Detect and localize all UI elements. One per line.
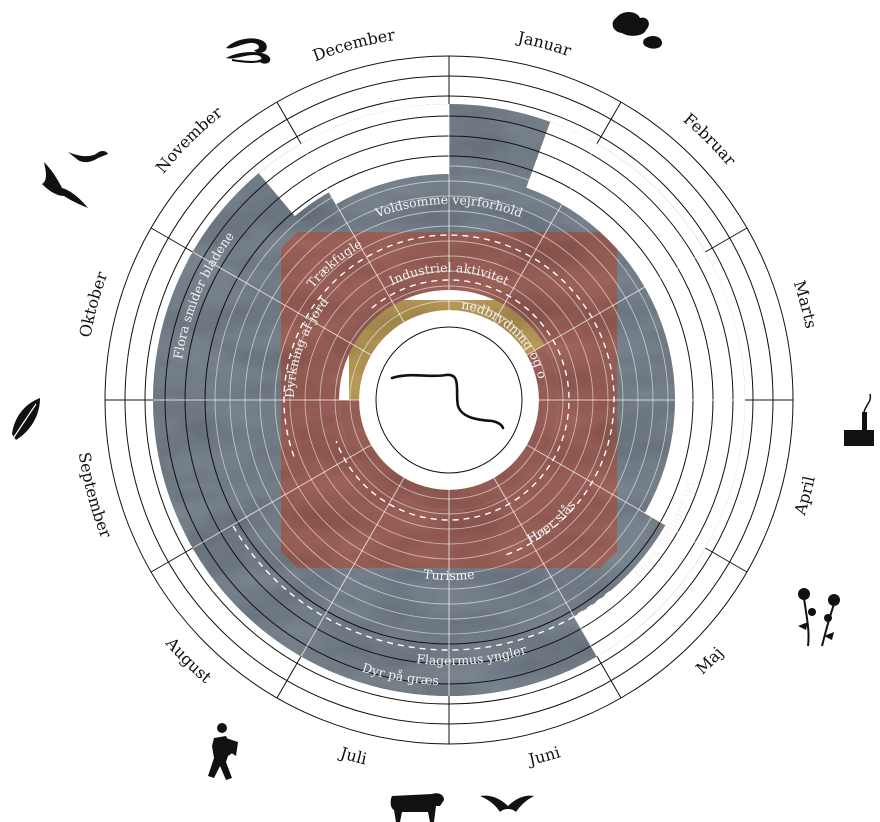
month-label-juni: Juni xyxy=(525,742,563,769)
hiker-icon xyxy=(208,723,238,780)
month-spoke xyxy=(511,436,706,549)
month-spoke xyxy=(300,143,413,338)
band xyxy=(339,345,560,510)
month-spoke xyxy=(150,227,193,253)
cycle-arrow xyxy=(283,234,615,556)
birds-icon xyxy=(42,151,108,208)
month-label-juli: Juli xyxy=(336,743,369,769)
month-spoke xyxy=(596,656,622,699)
wind-icon xyxy=(226,38,271,64)
month-label-januar: Januar xyxy=(514,27,574,60)
month-label-august: August xyxy=(161,633,215,687)
bat-icon xyxy=(480,795,534,812)
month-spoke xyxy=(511,251,706,364)
center-disc xyxy=(375,326,523,474)
month-spoke xyxy=(705,547,748,573)
storm-cloud-icon xyxy=(612,12,662,49)
month-spoke xyxy=(276,656,302,699)
month-label-september: September xyxy=(75,451,116,541)
month-label-april: April xyxy=(790,474,819,518)
cycle-dashes xyxy=(231,234,615,651)
month-spoke xyxy=(705,227,748,253)
band-empty xyxy=(301,104,449,205)
cow-icon xyxy=(390,793,444,822)
month-label-februar: Februar xyxy=(680,109,740,169)
month-label-maj: Maj xyxy=(692,643,727,678)
month-spoke xyxy=(150,547,193,573)
month-spoke xyxy=(485,143,598,338)
month-spoke xyxy=(192,436,387,549)
month-label-marts: Marts xyxy=(790,278,821,330)
month-label-oktober: Oktober xyxy=(76,269,112,339)
band-empty xyxy=(526,121,745,548)
month-spoke xyxy=(596,101,622,144)
flowers-icon xyxy=(798,588,840,647)
factory-icon xyxy=(844,393,874,446)
activity-label-turisme: Turisme xyxy=(423,566,476,583)
month-spoke xyxy=(192,251,387,364)
river-line xyxy=(390,373,505,430)
cycle-arrow xyxy=(335,279,570,521)
band-empty xyxy=(574,525,706,657)
month-spoke xyxy=(300,462,413,657)
band xyxy=(192,513,597,696)
month-label-december: December xyxy=(310,25,397,65)
month-spoke xyxy=(276,101,302,144)
leaf-icon xyxy=(11,398,40,441)
month-spoke xyxy=(485,462,598,657)
month-label-november: November xyxy=(152,103,226,177)
ring-grid xyxy=(104,55,794,745)
